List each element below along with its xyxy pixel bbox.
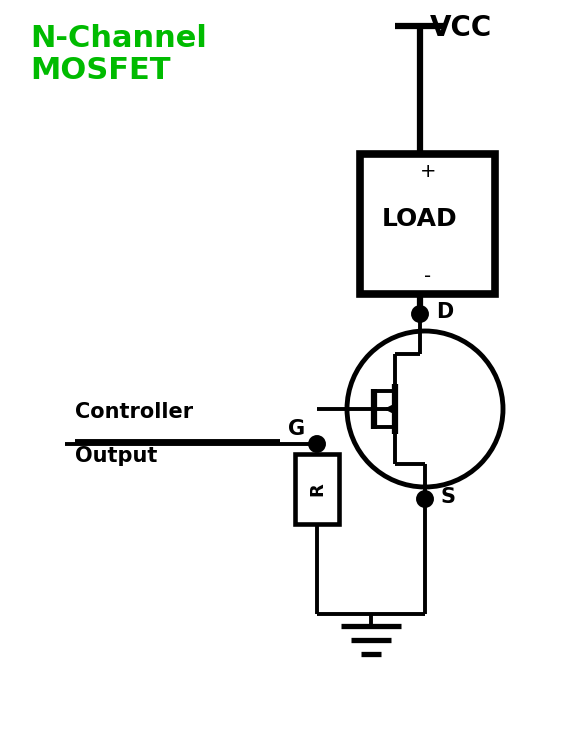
Text: -: - (425, 267, 432, 286)
Text: G: G (288, 419, 305, 439)
Circle shape (418, 492, 432, 506)
Circle shape (310, 437, 324, 451)
Circle shape (413, 307, 427, 321)
Text: R: R (308, 482, 326, 496)
Bar (360, 154, 495, 294)
Text: LOAD: LOAD (382, 207, 458, 231)
Text: +: + (420, 162, 436, 181)
Text: D: D (436, 302, 453, 322)
Text: VCC: VCC (430, 14, 492, 42)
Text: Output: Output (75, 446, 157, 466)
Text: N-Channel: N-Channel (30, 24, 207, 53)
Text: S: S (441, 487, 456, 507)
Text: MOSFET: MOSFET (30, 56, 171, 85)
Bar (295, 454, 339, 524)
Text: Controller: Controller (75, 402, 193, 422)
